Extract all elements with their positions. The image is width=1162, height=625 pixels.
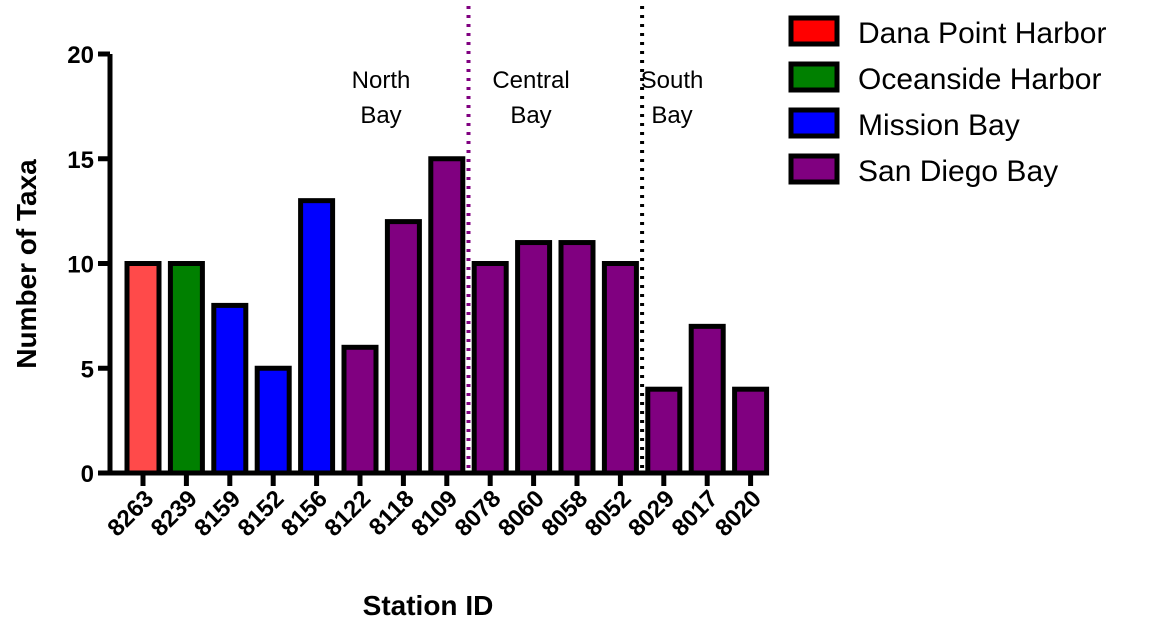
x-axis-title: Station ID	[363, 590, 494, 621]
x-tick-label: 8029	[623, 485, 680, 542]
bar-8152	[254, 365, 292, 476]
legend: Dana Point Harbor Oceanside Harbor Mission…	[788, 15, 1106, 188]
bar-8020	[732, 386, 770, 476]
x-tick-label: 8156	[276, 485, 333, 542]
bar-8159	[211, 302, 249, 476]
x-tick-label: 8058	[536, 485, 593, 542]
bar-8029	[645, 386, 683, 476]
y-tick-label: 10	[67, 252, 94, 279]
x-tick-label: 8060	[493, 485, 550, 542]
x-tick-label: 8020	[710, 485, 767, 542]
x-tick-label: 8159	[189, 485, 246, 542]
y-tick-label: 5	[81, 356, 94, 383]
bar-8122	[341, 344, 379, 476]
x-tick-label: 8263	[102, 485, 159, 542]
region-label-line1: North	[352, 67, 411, 94]
legend-swatch	[788, 15, 840, 47]
x-tick-label: 8152	[233, 485, 290, 542]
legend-swatch	[788, 107, 840, 139]
x-tick-label: 8118	[364, 485, 420, 541]
bar-8263	[124, 261, 162, 476]
x-tick-label: 8122	[319, 485, 376, 542]
bar-8058	[558, 240, 596, 476]
legend-label: San Diego Bay	[858, 155, 1058, 188]
x-tick-label: 8109	[406, 485, 463, 542]
legend-label: Dana Point Harbor	[858, 17, 1106, 50]
region-label-line2: Bay	[360, 102, 401, 129]
bar-8118	[384, 219, 422, 476]
region-label-line2: Bay	[510, 102, 551, 129]
x-tick-label: 8078	[450, 485, 507, 542]
bar-8052	[601, 261, 639, 476]
region-label-line1: Central	[492, 67, 569, 94]
y-tick-label: 20	[67, 42, 94, 69]
bars-group	[124, 156, 770, 476]
bar-8156	[298, 198, 336, 476]
legend-swatch	[788, 153, 840, 185]
y-axis-title: Number of Taxa	[11, 159, 42, 369]
x-tick-label: 8239	[146, 485, 203, 542]
region-dividers	[466, 6, 645, 473]
y-tick-label: 0	[81, 461, 94, 488]
x-tick-label: 8052	[580, 485, 637, 542]
x-tick-label: 8017	[667, 485, 724, 542]
region-label-line1: South	[641, 67, 704, 94]
bar-8239	[167, 261, 205, 476]
bar-8078	[471, 261, 509, 476]
x-ticks: 8263823981598152815681228118810980788060…	[102, 473, 767, 542]
region-labels: North Bay Central Bay South Bay	[352, 67, 704, 129]
legend-swatch	[788, 61, 840, 93]
y-tick-label: 15	[67, 147, 94, 174]
legend-label: Mission Bay	[858, 109, 1020, 142]
legend-label: Oceanside Harbor	[858, 63, 1101, 96]
region-label-line2: Bay	[651, 102, 692, 129]
bar-8109	[428, 156, 466, 476]
bar-8060	[515, 240, 553, 476]
y-ticks: 0 5 10 15 20	[67, 42, 110, 488]
bar-8017	[688, 323, 726, 476]
